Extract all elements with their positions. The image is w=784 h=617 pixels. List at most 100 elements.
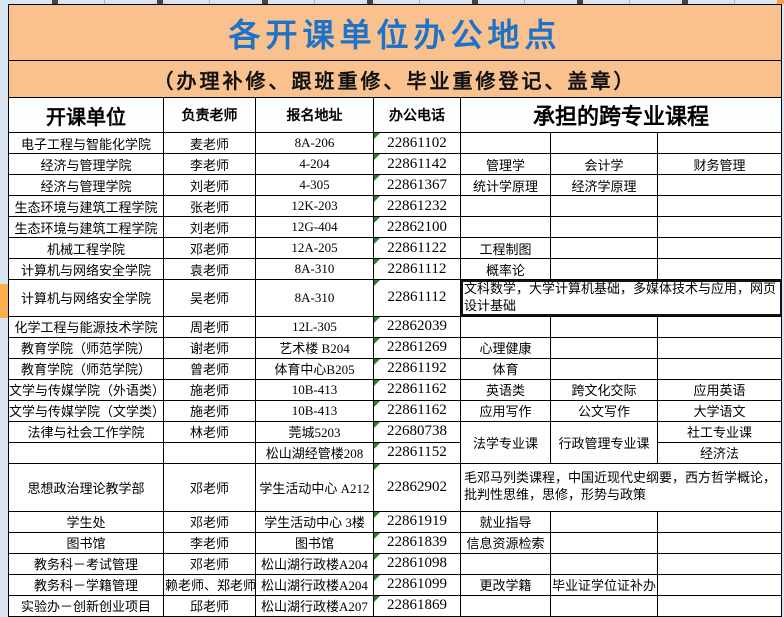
course-cell[interactable]: 管理学 — [460, 153, 551, 175]
unit-cell[interactable]: 计算机与网络安全学院 — [8, 279, 164, 317]
phone-cell[interactable]: 22861162 — [373, 378, 461, 401]
address-cell[interactable]: 8A-310 — [255, 258, 374, 280]
address-cell[interactable]: 10B-413 — [255, 399, 374, 422]
unit-cell[interactable]: 机械工程学院 — [8, 237, 164, 259]
teacher-cell[interactable]: 邓老师 — [163, 237, 256, 259]
phone-cell[interactable]: 22861232 — [373, 195, 461, 217]
phone-cell[interactable]: 22862902 — [373, 462, 461, 512]
address-cell[interactable]: 体育中心B205 — [255, 357, 374, 380]
sheet-title[interactable]: 各开课单位办公地点 — [7, 4, 783, 61]
teacher-cell[interactable]: 刘老师 — [163, 216, 256, 238]
address-cell[interactable]: 莞城5203 — [255, 420, 374, 443]
course-cell[interactable]: 心理健康 — [460, 336, 551, 359]
course-cell[interactable] — [460, 216, 551, 238]
course-cell[interactable] — [550, 510, 658, 533]
course-cell[interactable] — [656, 195, 783, 217]
course-cell[interactable]: 跨文化交际 — [550, 378, 658, 401]
phone-cell[interactable]: 22861122 — [373, 237, 461, 259]
column-header-address[interactable]: 报名地址 — [255, 97, 374, 133]
course-cell[interactable]: 体育 — [460, 357, 551, 380]
teacher-cell[interactable]: 周老师 — [163, 315, 256, 338]
teacher-cell[interactable] — [163, 441, 256, 464]
course-cell[interactable]: 毛邓马列类课程，中国近现代史纲要，西方哲学概论，批判性思维，思修，形势与政策 — [459, 462, 783, 512]
unit-cell[interactable]: 教务科－考试管理 — [8, 552, 164, 575]
teacher-cell[interactable]: 张老师 — [163, 195, 256, 217]
teacher-cell[interactable]: 邱老师 — [163, 594, 256, 617]
course-cell[interactable] — [550, 216, 658, 238]
unit-cell[interactable]: 经济与管理学院 — [8, 174, 164, 196]
address-cell[interactable]: 12K-203 — [255, 195, 374, 217]
address-cell[interactable]: 10B-413 — [255, 378, 374, 401]
teacher-cell[interactable]: 施老师 — [163, 378, 256, 401]
course-cell[interactable] — [656, 315, 783, 338]
course-cell[interactable] — [656, 594, 783, 617]
teacher-cell[interactable]: 曾老师 — [163, 357, 256, 380]
course-cell[interactable] — [550, 531, 658, 554]
phone-cell[interactable]: 22861112 — [373, 258, 461, 280]
phone-cell[interactable]: 22861839 — [373, 531, 461, 554]
address-cell[interactable]: 4-305 — [255, 174, 374, 196]
course-cell[interactable]: 会计学 — [550, 153, 658, 175]
column-header-teacher[interactable]: 负责老师 — [163, 97, 256, 133]
phone-cell[interactable]: 22861192 — [373, 357, 461, 380]
course-cell[interactable] — [656, 552, 783, 575]
address-cell[interactable]: 4-204 — [255, 153, 374, 175]
unit-cell[interactable] — [8, 441, 164, 464]
course-cell[interactable] — [460, 315, 551, 338]
course-cell[interactable]: 公文写作 — [550, 399, 658, 422]
unit-cell[interactable]: 法律与社会工作学院 — [8, 420, 164, 443]
phone-cell[interactable]: 22861112 — [373, 279, 461, 317]
teacher-cell[interactable]: 李老师 — [163, 153, 256, 175]
course-cell[interactable] — [656, 357, 783, 380]
teacher-cell[interactable]: 麦老师 — [163, 132, 256, 154]
course-cell[interactable]: 就业指导 — [460, 510, 551, 533]
teacher-cell[interactable]: 谢老师 — [163, 336, 256, 359]
course-cell[interactable]: 应用英语 — [656, 378, 783, 401]
course-cell[interactable] — [550, 195, 658, 217]
course-cell[interactable]: 经济学原理 — [550, 174, 658, 196]
column-header-courses[interactable]: 承担的跨专业课程 — [459, 97, 783, 133]
column-header-unit[interactable]: 开课单位 — [8, 97, 164, 133]
address-cell[interactable]: 图书馆 — [255, 531, 374, 554]
course-cell[interactable] — [656, 237, 783, 259]
unit-cell[interactable]: 教育学院（师范学院） — [8, 357, 164, 380]
phone-cell[interactable]: 22861152 — [373, 441, 461, 464]
unit-cell[interactable]: 化学工程与能源技术学院 — [8, 315, 164, 338]
address-cell[interactable]: 艺术楼 B204 — [255, 336, 374, 359]
selected-cell[interactable]: 文科数学，大学计算机基础，多媒体技术与应用，网页设计基础 — [459, 279, 783, 317]
unit-cell[interactable]: 经济与管理学院 — [8, 153, 164, 175]
unit-cell[interactable]: 生态环境与建筑工程学院 — [8, 195, 164, 217]
teacher-cell[interactable]: 袁老师 — [163, 258, 256, 280]
sheet-subtitle[interactable]: （办理补修、跟班重修、毕业重修登记、盖章） — [7, 60, 783, 98]
course-cell[interactable] — [656, 258, 783, 280]
teacher-cell[interactable]: 李老师 — [163, 531, 256, 554]
phone-cell[interactable]: 22861142 — [373, 153, 461, 175]
phone-cell[interactable]: 22861099 — [373, 573, 461, 596]
unit-cell[interactable]: 图书馆 — [8, 531, 164, 554]
course-cell[interactable] — [550, 315, 658, 338]
address-cell[interactable]: 12L-305 — [255, 315, 374, 338]
unit-cell[interactable]: 实验办－创新创业项目 — [8, 594, 164, 617]
teacher-cell[interactable]: 邓老师 — [163, 462, 256, 512]
course-cell[interactable]: 英语类 — [460, 378, 551, 401]
unit-cell[interactable]: 思想政治理论教学部 — [8, 462, 164, 512]
course-cell[interactable] — [656, 336, 783, 359]
course-cell[interactable]: 经济法 — [656, 441, 783, 464]
address-cell[interactable]: 学生活动中心 3楼 — [255, 510, 374, 533]
course-cell[interactable] — [550, 237, 658, 259]
course-cell[interactable] — [656, 216, 783, 238]
course-cell[interactable] — [460, 195, 551, 217]
course-cell[interactable] — [550, 132, 658, 154]
phone-cell[interactable]: 22861102 — [373, 132, 461, 154]
teacher-cell[interactable]: 邓老师 — [163, 552, 256, 575]
course-cell[interactable]: 法学专业课 — [460, 420, 551, 464]
course-cell[interactable] — [656, 132, 783, 154]
address-cell[interactable]: 12A-205 — [255, 237, 374, 259]
teacher-cell[interactable]: 赖老师、郑老师 — [163, 573, 256, 596]
teacher-cell[interactable]: 刘老师 — [163, 174, 256, 196]
phone-cell[interactable]: 22861367 — [373, 174, 461, 196]
address-cell[interactable]: 学生活动中心 A212 — [255, 462, 374, 512]
phone-cell[interactable]: 22862039 — [373, 315, 461, 338]
course-cell[interactable]: 概率论 — [460, 258, 551, 280]
course-cell[interactable] — [656, 573, 783, 596]
